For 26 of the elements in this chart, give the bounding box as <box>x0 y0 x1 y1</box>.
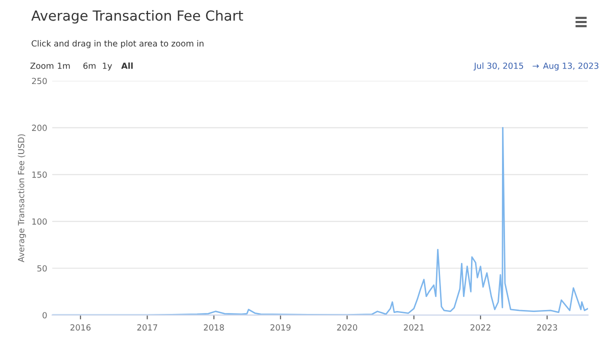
x-tick-label: 2017 <box>137 324 158 331</box>
y-tick-label: 100 <box>32 218 47 225</box>
x-tick-label: 2022 <box>470 324 490 331</box>
text: All <box>121 62 133 69</box>
text: Aug 13, 2023 <box>543 62 598 71</box>
y-tick-label: 250 <box>32 78 47 84</box>
line-series <box>52 127 588 316</box>
y-tick-label: 150 <box>32 172 47 178</box>
x-tick-label: 2023 <box>537 324 558 331</box>
y-axis-title: Average Transaction Fee (USD) <box>18 134 26 262</box>
y-tick-label: 50 <box>37 265 47 272</box>
y-tick-label: 0 <box>42 312 47 318</box>
x-tick-label: 2018 <box>204 324 224 331</box>
text: → <box>532 64 539 68</box>
y-tick-label: 200 <box>32 124 47 131</box>
x-tick-label: 2021 <box>404 324 424 331</box>
text: Zoom <box>30 62 54 69</box>
text: 1y <box>102 62 112 71</box>
text: 6m <box>83 62 96 69</box>
chart-title: Average Transaction Fee Chart <box>31 10 244 24</box>
text: Jul 30, 2015 <box>474 62 524 70</box>
x-tick-label: 2016 <box>70 324 91 331</box>
x-tick-label: 2019 <box>270 324 291 331</box>
x-tick-label: 2020 <box>337 324 358 331</box>
text: 1m <box>58 62 70 69</box>
chart-subtitle: Click and drag in the plot area to zoom in <box>32 40 204 48</box>
